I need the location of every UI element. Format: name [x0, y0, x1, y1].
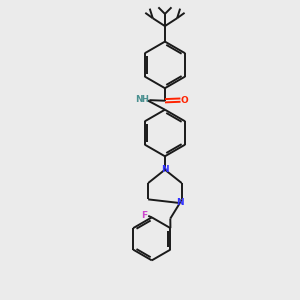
Text: H: H [141, 95, 148, 104]
Text: O: O [181, 96, 188, 105]
Text: N: N [176, 198, 184, 207]
Text: N: N [161, 165, 169, 174]
Text: F: F [141, 212, 147, 220]
Text: N: N [135, 95, 143, 104]
